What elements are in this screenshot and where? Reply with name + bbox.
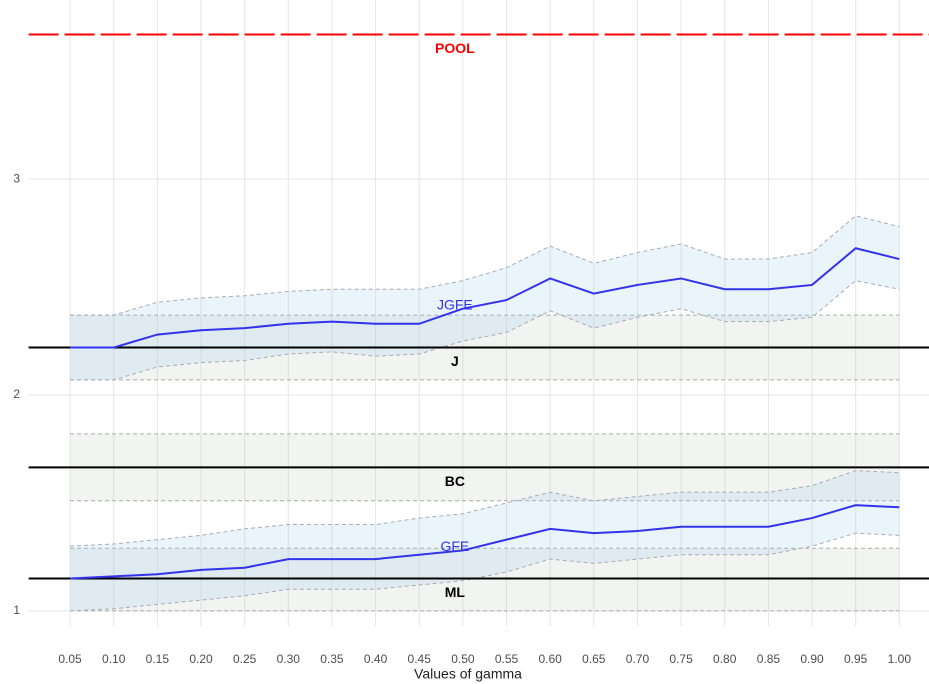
series-label: JGFE [437, 296, 473, 312]
x-tick-label: 0.95 [844, 652, 868, 666]
x-tick-label: 0.90 [800, 652, 824, 666]
y-tick-label: 2 [13, 387, 20, 401]
x-tick-label: 0.70 [626, 652, 650, 666]
ribbon [70, 470, 900, 611]
x-tick-label: 0.25 [233, 652, 257, 666]
x-tick-label: 0.75 [669, 652, 693, 666]
x-tick-label: 0.35 [320, 652, 344, 666]
ribbon [70, 215, 900, 380]
hline-label: J [451, 353, 459, 369]
x-tick-label: 0.50 [451, 652, 475, 666]
x-tick-label: 0.15 [146, 652, 170, 666]
y-tick-label: 1 [13, 603, 20, 617]
hline-label: BC [445, 473, 465, 489]
series-line [70, 247, 900, 349]
x-tick-label: 0.80 [713, 652, 737, 666]
x-tick-label: 0.85 [757, 652, 781, 666]
hline-label: ML [445, 584, 466, 600]
hline-band [70, 548, 900, 611]
ribbon-edge [70, 215, 900, 316]
x-tick-label: 0.40 [364, 652, 388, 666]
x-tick-label: 0.20 [189, 652, 213, 666]
x-tick-label: 1.00 [888, 652, 912, 666]
ribbon-edge [70, 280, 900, 381]
x-tick-label: 0.10 [102, 652, 126, 666]
series-line [70, 504, 900, 580]
x-axis-label: Values of gamma [414, 666, 522, 682]
x-tick-label: 0.55 [495, 652, 519, 666]
plot-area [28, 0, 929, 626]
series-label: GFE [440, 538, 469, 554]
x-tick-label: 0.60 [538, 652, 562, 666]
hline-label: POOL [435, 40, 475, 56]
x-tick-label: 0.05 [58, 652, 82, 666]
ribbon-edge [70, 470, 900, 547]
ribbon-edge [70, 532, 900, 612]
x-tick-label: 0.65 [582, 652, 606, 666]
y-tick-label: 3 [13, 171, 20, 185]
x-tick-label: 0.45 [408, 652, 432, 666]
x-tick-label: 0.30 [277, 652, 301, 666]
